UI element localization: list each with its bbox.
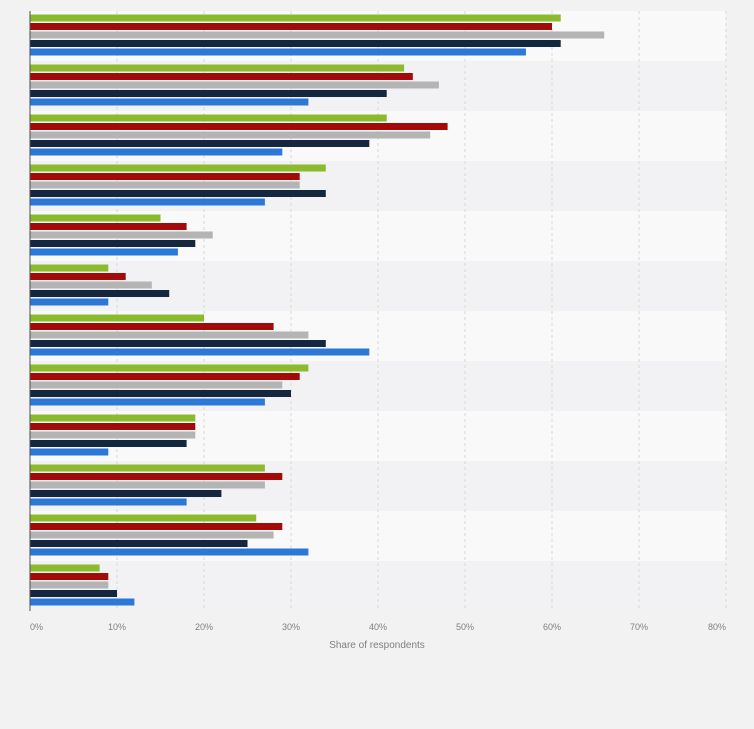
bar — [30, 140, 370, 147]
bar — [30, 348, 370, 356]
x-tick-label: 0% — [30, 622, 43, 632]
bar — [30, 123, 448, 130]
bar — [30, 131, 431, 139]
bar — [30, 514, 257, 522]
bar — [30, 548, 309, 556]
bar — [30, 281, 152, 289]
bar — [30, 464, 265, 472]
bar — [30, 198, 265, 206]
bar — [30, 298, 109, 306]
x-tick-label: 20% — [195, 622, 213, 632]
bar — [30, 381, 283, 389]
gridlines — [116, 11, 727, 611]
x-tick-label: 60% — [543, 622, 561, 632]
bar — [30, 31, 605, 39]
bar — [30, 73, 413, 80]
bar — [30, 173, 300, 180]
bar — [30, 523, 283, 530]
bar — [30, 531, 274, 539]
bar — [30, 40, 561, 47]
bar — [30, 231, 213, 239]
bar — [30, 340, 326, 347]
bar — [30, 114, 387, 122]
bar — [30, 190, 326, 197]
x-tick-label: 80% — [708, 622, 726, 632]
bar — [30, 314, 204, 322]
bar — [30, 181, 300, 189]
bar — [30, 481, 265, 489]
bar — [30, 90, 387, 97]
bar — [30, 164, 326, 172]
bar — [30, 248, 178, 256]
x-tick-labels: 0% 10% 20% 30% 40% 50% 60% 70% 80% — [30, 622, 726, 632]
bar — [30, 448, 109, 456]
bar — [30, 290, 170, 297]
bar — [30, 564, 100, 572]
bar — [30, 331, 309, 339]
x-tick-label: 10% — [108, 622, 126, 632]
x-tick-label: 40% — [369, 622, 387, 632]
bar — [30, 473, 283, 480]
bar — [30, 431, 196, 439]
bar — [30, 23, 552, 30]
bar — [30, 264, 109, 272]
bars — [30, 14, 605, 606]
bar — [30, 214, 161, 222]
bar — [30, 240, 196, 247]
bar — [30, 573, 109, 580]
bar — [30, 490, 222, 497]
bar — [30, 598, 135, 606]
bar — [30, 48, 526, 56]
bar — [30, 423, 196, 430]
x-tick-label: 50% — [456, 622, 474, 632]
x-axis-label: Share of respondents — [329, 640, 425, 651]
x-tick-label: 70% — [630, 622, 648, 632]
bar — [30, 323, 274, 330]
bar — [30, 581, 109, 589]
bar — [30, 223, 187, 230]
bar — [30, 148, 283, 156]
bar — [30, 373, 300, 380]
bar — [30, 98, 309, 106]
bar — [30, 364, 309, 372]
bar — [30, 590, 117, 597]
bar — [30, 414, 196, 422]
bar — [30, 81, 439, 89]
bar — [30, 390, 291, 397]
x-tick-label: 30% — [282, 622, 300, 632]
bar — [30, 440, 187, 447]
bar — [30, 273, 126, 280]
bar — [30, 14, 561, 22]
bar — [30, 398, 265, 406]
bar — [30, 64, 405, 72]
bar — [30, 498, 187, 506]
bar — [30, 540, 248, 547]
